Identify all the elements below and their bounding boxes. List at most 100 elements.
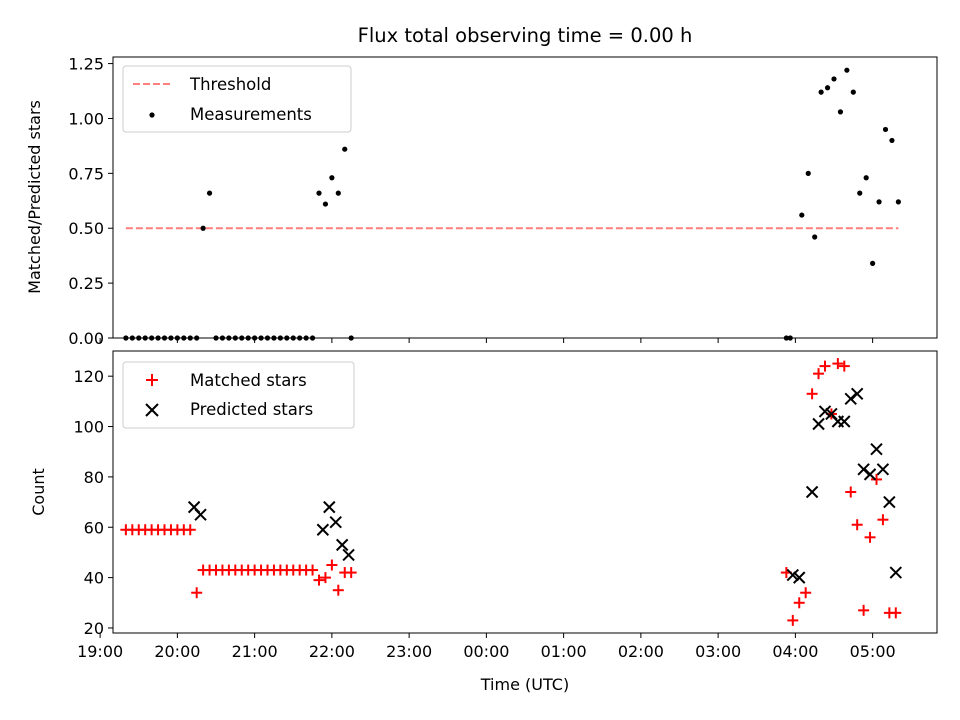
x-axis-label: Time (UTC) (480, 675, 569, 694)
predicted-star-point (876, 463, 890, 476)
x-tick-label: 05:00 (850, 642, 896, 661)
predicted-star-point (883, 495, 896, 509)
x-tick-label: 19:00 (77, 642, 123, 661)
bottom-y-tick-label: 40 (84, 569, 104, 588)
x-tick-label: 02:00 (618, 642, 664, 661)
legend-predicted-label: Predicted stars (190, 400, 313, 419)
measurement-point (844, 67, 850, 73)
x-tick-label: 20:00 (154, 642, 200, 661)
matched-star-point (845, 486, 857, 498)
bottom-axes: 19:00 20:00 21:00 22:00 23:00 00:00 01:00 02:00… (73, 367, 895, 661)
matched-star-point (870, 473, 882, 485)
x-tick-label: 03:00 (695, 642, 741, 661)
measurement-point (889, 137, 895, 144)
matched-star-point (326, 559, 338, 571)
matched-star-point (877, 514, 889, 526)
measurement-point (206, 190, 213, 196)
measurement-point (335, 190, 341, 196)
predicted-star-point (850, 387, 864, 401)
measurement-point (342, 146, 348, 152)
top-y-tick-label: 0.25 (68, 274, 104, 293)
x-tick-label: 21:00 (232, 642, 278, 661)
measurement-point (805, 170, 811, 176)
matched-star-point (819, 360, 831, 372)
bottom-y-tick-label: 100 (73, 418, 104, 437)
measurement-point (831, 76, 837, 82)
measurement-point (812, 234, 818, 240)
matched-star-point (858, 604, 870, 616)
matched-star-point (307, 564, 319, 576)
measurement-point (837, 109, 844, 115)
measurement-point (322, 201, 329, 207)
legend-measurements-label: Measurements (190, 105, 312, 124)
matched-star-point (191, 587, 203, 599)
top-y-tick-label: 1.00 (68, 109, 104, 128)
matched-star-point (787, 614, 799, 626)
measurement-point (876, 199, 882, 205)
predicted-star-point (793, 571, 806, 584)
matched-star-point (345, 567, 357, 579)
top-y-axis-label: Matched/Predicted stars (25, 100, 44, 294)
measurement-point (799, 212, 805, 218)
matched-star-point (890, 607, 902, 619)
matched-star-point (813, 368, 825, 380)
matched-star-point (851, 519, 863, 531)
bottom-panel: 19:00 20:00 21:00 22:00 23:00 00:00 01:00 02:00… (29, 350, 938, 694)
measurement-point (870, 260, 876, 266)
bottom-y-tick-label: 80 (84, 468, 104, 487)
measurement-point (200, 225, 206, 231)
predicted-star-point (870, 442, 883, 456)
predicted-star-point (838, 415, 851, 428)
predicted-star-point (863, 468, 877, 481)
measurement-point (863, 175, 869, 181)
x-tick-label: 01:00 (541, 642, 587, 661)
x-tick-label: 00:00 (463, 642, 509, 661)
chart-title: Flux total observing time = 0.00 h (358, 24, 693, 47)
measurement-point (329, 175, 335, 181)
matched-star-point (806, 388, 818, 400)
predicted-star-point (335, 538, 349, 552)
top-panel: 0.00 0.25 0.50 0.75 1.00 1.25 Matched/Predict… (25, 55, 938, 348)
x-tick-label: 22:00 (309, 642, 355, 661)
legend-threshold-label: Threshold (189, 75, 271, 94)
measurement-point (818, 89, 824, 95)
matched-star-point (793, 597, 805, 609)
top-y-tick-label: 0.75 (68, 164, 104, 183)
top-y-tick-label: 0.50 (68, 219, 104, 238)
top-legend: Threshold Measurements (122, 65, 352, 133)
bottom-y-axis-label: Count (29, 468, 48, 516)
bottom-marks (120, 358, 903, 626)
predicted-star-point (323, 500, 336, 514)
matched-star-point (832, 358, 844, 370)
predicted-star-point (786, 568, 800, 582)
predicted-star-point (316, 523, 330, 536)
bottom-legend: Matched stars Predicted stars (122, 361, 355, 429)
bottom-y-tick-label: 20 (84, 619, 104, 638)
measurement-point (895, 199, 901, 205)
predicted-star-point (342, 548, 355, 562)
measurement-point (316, 190, 322, 196)
predicted-star-point (889, 566, 903, 579)
legend-predicted-swatch (145, 403, 159, 417)
matched-star-point (313, 574, 325, 586)
matched-star-point (184, 524, 196, 536)
matched-star-point (332, 584, 344, 596)
top-plot-frame (112, 56, 938, 339)
top-y-tick-label: 1.25 (68, 55, 104, 74)
predicted-star-point (812, 417, 825, 431)
measurement-point (857, 190, 863, 196)
top-axes: 0.00 0.25 0.50 0.75 1.00 1.25 (68, 55, 874, 348)
measurement-point (882, 126, 889, 133)
matched-star-point (800, 587, 812, 599)
x-tick-label: 04:00 (772, 642, 818, 661)
measurement-point (850, 89, 856, 95)
top-y-tick-label: 0.00 (68, 329, 104, 348)
matched-star-point (864, 531, 876, 543)
predicted-star-point (805, 485, 819, 499)
bottom-y-tick-label: 120 (73, 367, 104, 386)
measurement-point (824, 85, 831, 91)
matched-star-point (319, 572, 331, 584)
predicted-star-point (194, 508, 207, 521)
predicted-star-point (818, 405, 832, 418)
bottom-y-tick-label: 60 (84, 518, 104, 537)
